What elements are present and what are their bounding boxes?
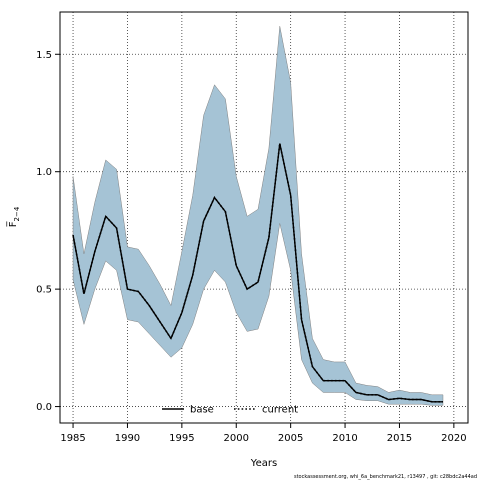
legend: base current: [162, 405, 298, 416]
y-tick-label-3: 1.5: [36, 50, 52, 61]
confidence-band: [72, 26, 444, 406]
x-tick-label-2020: 2020: [441, 433, 466, 444]
plot-frame: [59, 11, 469, 424]
footer-note: stockassessment.org, whi_6a_benchmark21,…: [294, 474, 477, 480]
x-tick-label-1985: 1985: [60, 433, 85, 444]
y-axis-label-sub: 2−4: [13, 206, 21, 221]
y-tick-label-2: 1.0: [36, 167, 52, 178]
x-tick-label-2000: 2000: [224, 433, 249, 444]
y-tick-label-1: 0.5: [36, 285, 52, 296]
x-tick-label-2010: 2010: [332, 433, 357, 444]
series-line-current: [72, 143, 443, 403]
svg-text:F̅2−4: F̅2−4: [6, 206, 21, 227]
x-tick-label-1995: 1995: [169, 433, 194, 444]
x-axis-label: Years: [250, 458, 277, 469]
x-tick-label-2005: 2005: [278, 433, 303, 444]
y-axis-label: F̅2−4: [6, 206, 21, 227]
x-tick-label-1990: 1990: [115, 433, 140, 444]
legend-label-current: current: [262, 405, 298, 416]
y-axis-label-main: F̅: [6, 221, 19, 228]
legend-label-base: base: [190, 405, 214, 416]
x-tick-label-2015: 2015: [387, 433, 412, 444]
y-axis: 0.0 0.5 1.0 1.5: [36, 50, 60, 413]
x-axis: 1985 1990 1995 2000 2005 2010 2015 2020: [60, 423, 467, 444]
y-tick-label-0: 0.0: [36, 402, 52, 413]
